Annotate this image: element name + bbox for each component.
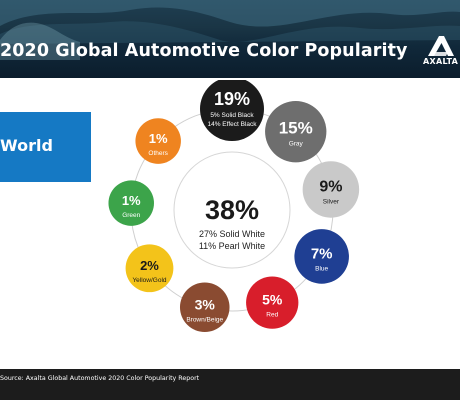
bubble-category-label: Brown/Beige	[186, 316, 223, 323]
bubble-mark	[302, 161, 360, 218]
bubble-category-label: Yellow/Gold	[132, 277, 166, 284]
bubble-value-label: 1%	[122, 193, 141, 208]
bubble-value-label: 3%	[195, 296, 216, 312]
logo-wordmark: AXALTA	[423, 57, 459, 66]
bubble-category-label: Gray	[289, 141, 304, 148]
bubble-category-label: Blue	[315, 265, 328, 272]
bubble-value-label: 2%	[140, 258, 159, 273]
header-banner: 2020 Global Automotive Color Popularity …	[0, 0, 460, 78]
source-note: Source: Axalta Global Automotive 2020 Co…	[0, 375, 200, 382]
bubble-value-label: 9%	[319, 178, 342, 195]
color-bubble-black: 19% 5% Solid Black 14% Effect Black	[200, 80, 264, 141]
center-detail-label: 11% Pearl White	[199, 241, 265, 251]
bubble-category-label: Silver	[323, 198, 340, 205]
bubble-category-label: Red	[266, 312, 278, 319]
color-bubble-yellow-gold: 2% Yellow/Gold	[125, 244, 174, 293]
bubble-mark	[135, 118, 181, 164]
color-bubble-blue: 7% Blue	[294, 229, 349, 284]
bubble-mark	[108, 180, 154, 226]
bubble-value-label: 5%	[262, 292, 283, 308]
color-bubble-gray: 15% Gray	[265, 100, 327, 163]
bubble-category-label: 5% Solid Black	[210, 112, 254, 119]
color-bubble-green: 1% Green	[108, 180, 154, 226]
axalta-logo-icon	[428, 36, 454, 56]
color-bubble-others: 1% Others	[135, 118, 181, 164]
center-value-label: 38%	[205, 195, 259, 225]
color-popularity-chart: 38% 27% Solid White 11% Pearl White 19% 5…	[108, 80, 360, 333]
bubble-value-label: 19%	[214, 89, 250, 109]
bubble-value-label: 15%	[279, 119, 313, 138]
bubble-category-label: 14% Effect Black	[207, 121, 257, 128]
region-box	[0, 112, 91, 182]
bubble-value-label: 1%	[149, 131, 168, 146]
color-bubble-red: 5% Red	[246, 276, 299, 329]
bubble-category-label: Others	[148, 150, 168, 157]
bubble-mark	[179, 282, 230, 333]
center-circle	[173, 151, 291, 269]
color-bubble-brown-beige: 3% Brown/Beige	[179, 282, 230, 333]
bubble-value-label: 7%	[311, 245, 333, 262]
bubble-category-label: Green	[122, 212, 140, 219]
bubble-mark	[246, 276, 299, 329]
bubble-mark	[200, 80, 264, 141]
bubble-mark	[125, 244, 174, 293]
bubble-mark	[265, 100, 327, 163]
bubble-mark	[294, 229, 349, 284]
center-detail-label: 27% Solid White	[199, 229, 265, 239]
region-label: World	[0, 136, 53, 155]
page-title: 2020 Global Automotive Color Popularity	[0, 41, 408, 61]
footer-bar	[0, 369, 460, 400]
wave-background	[0, 0, 460, 61]
color-bubble-silver: 9% Silver	[302, 161, 360, 218]
